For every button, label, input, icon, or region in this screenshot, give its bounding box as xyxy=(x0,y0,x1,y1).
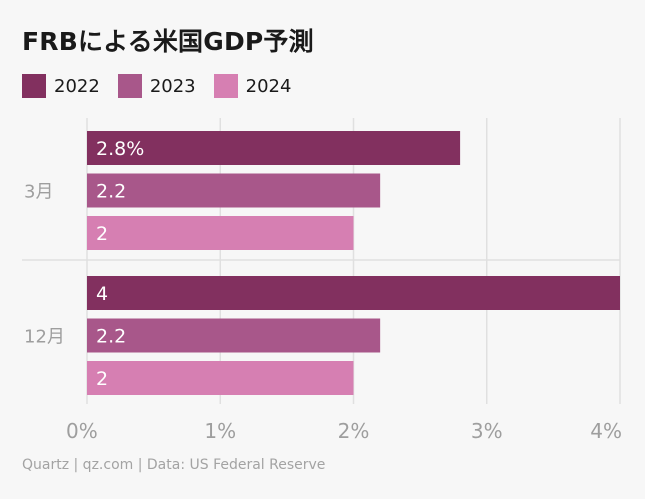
x-tick-label-2: 2% xyxy=(338,419,370,443)
x-tick-label-4: 4% xyxy=(590,419,622,443)
data-label-2023-1: 2.2 xyxy=(96,326,126,348)
data-label-2024-1: 2 xyxy=(96,368,108,390)
category-label-1: 12月 xyxy=(24,327,65,348)
x-tick-label-0: 0% xyxy=(66,419,98,443)
legend-swatch-2024 xyxy=(213,74,238,98)
x-tick-label-1: 1% xyxy=(204,419,236,443)
bar-2024-1 xyxy=(87,361,354,395)
chart-title: FRBによる米国GDP予測 xyxy=(22,27,314,56)
data-label-2024-0: 2 xyxy=(96,223,108,245)
legend-item-2022: 2022 xyxy=(22,74,100,98)
x-tick-label-3: 3% xyxy=(471,419,503,443)
bar-2023-0 xyxy=(87,173,381,208)
legend: 2022 2023 2024 xyxy=(22,74,309,98)
bar-2023-1 xyxy=(87,318,381,353)
legend-swatch-2023 xyxy=(117,74,142,98)
data-label-2022-0: 2.8% xyxy=(96,138,144,160)
bar-2022-1 xyxy=(87,276,620,310)
legend-label-2023: 2023 xyxy=(149,75,196,97)
legend-swatch-2022 xyxy=(22,74,46,98)
data-label-2022-1: 4 xyxy=(96,283,108,305)
legend-item-2024: 2024 xyxy=(213,74,292,98)
source-credit: Quartz | qz.com | Data: US Federal Reser… xyxy=(22,457,326,473)
legend-item-2023: 2023 xyxy=(117,74,196,98)
legend-label-2024: 2024 xyxy=(245,75,292,97)
legend-label-2022: 2022 xyxy=(54,75,100,97)
data-label-2023-0: 2.2 xyxy=(96,181,126,203)
category-label-0: 3月 xyxy=(24,182,53,203)
bar-2022-0 xyxy=(87,131,461,165)
bar-2024-0 xyxy=(87,216,354,250)
